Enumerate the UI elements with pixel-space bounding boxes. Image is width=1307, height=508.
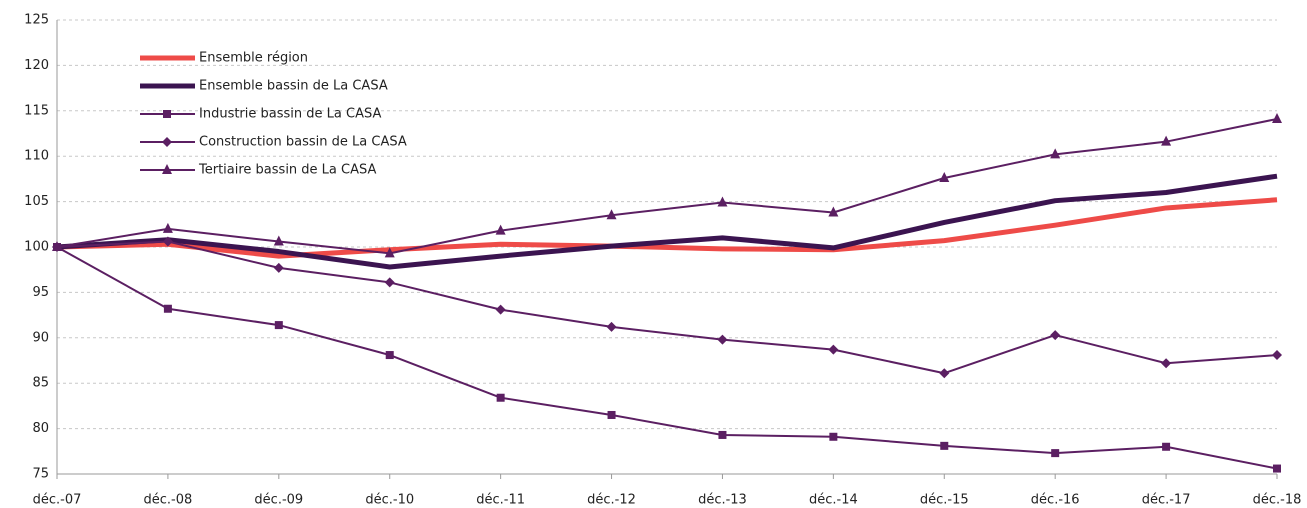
marker <box>718 430 727 439</box>
x-tick-label: déc.-08 <box>144 493 193 508</box>
marker <box>385 351 394 360</box>
y-tick-label: 105 <box>24 194 49 209</box>
x-tick-label: déc.-10 <box>365 493 414 508</box>
marker <box>717 334 728 345</box>
x-tick-label: déc.-09 <box>254 493 303 508</box>
marker <box>717 196 728 207</box>
x-tick-label: déc.-15 <box>920 493 969 508</box>
legend-marker <box>163 110 171 118</box>
y-tick-label: 115 <box>24 103 49 118</box>
marker <box>496 393 505 402</box>
series-line <box>56 117 1278 255</box>
x-tick-label: déc.-13 <box>698 493 747 508</box>
marker <box>1273 464 1281 473</box>
legend-marker <box>162 164 172 174</box>
marker <box>828 206 839 217</box>
y-tick-label: 110 <box>24 149 49 164</box>
series-line <box>56 173 1278 270</box>
legend-label: Ensemble bassin de La CASA <box>199 79 388 94</box>
marker <box>940 441 949 450</box>
marker <box>1162 442 1171 451</box>
legend-label: Ensemble région <box>199 51 308 66</box>
x-tick-label: déc.-12 <box>587 493 636 508</box>
y-tick-label: 80 <box>32 421 49 436</box>
y-tick-label: 95 <box>32 285 49 300</box>
marker <box>163 304 172 313</box>
marker <box>495 304 506 315</box>
marker <box>1051 449 1060 458</box>
legend-marker <box>162 137 172 147</box>
marker <box>1161 358 1172 369</box>
y-tick-label: 120 <box>24 58 49 73</box>
marker <box>273 235 284 246</box>
marker <box>162 236 173 247</box>
marker <box>1161 135 1172 146</box>
marker <box>606 321 617 332</box>
x-tick-label: déc.-11 <box>476 493 525 508</box>
marker <box>274 321 283 330</box>
marker <box>384 247 395 258</box>
marker <box>939 368 950 379</box>
marker <box>1050 330 1061 341</box>
y-tick-label: 90 <box>32 330 49 345</box>
x-tick-label: déc.-17 <box>1142 493 1191 508</box>
marker <box>384 277 395 288</box>
legend-label: Tertiaire bassin de La CASA <box>198 163 376 178</box>
x-tick-label: déc.-18 <box>1253 493 1302 508</box>
marker <box>273 262 284 273</box>
y-tick-label: 125 <box>24 13 49 28</box>
marker <box>495 224 506 235</box>
marker <box>1272 112 1282 123</box>
x-tick-label: déc.-14 <box>809 493 858 508</box>
marker <box>939 171 950 182</box>
marker <box>607 410 616 419</box>
series-line <box>56 240 1278 375</box>
legend-label: Industrie bassin de La CASA <box>199 107 381 122</box>
marker <box>606 209 617 220</box>
series-line <box>56 197 1278 259</box>
y-tick-label: 85 <box>32 376 49 391</box>
marker <box>162 222 173 233</box>
y-tick-label: 75 <box>32 467 49 482</box>
x-tick-label: déc.-07 <box>33 493 82 508</box>
legend-label: Construction bassin de La CASA <box>199 135 407 150</box>
marker <box>52 241 62 251</box>
x-tick-label: déc.-16 <box>1031 493 1080 508</box>
marker <box>1050 148 1061 159</box>
marker <box>1272 350 1282 361</box>
series-line <box>56 246 1278 470</box>
y-tick-label: 100 <box>24 240 49 255</box>
marker <box>828 344 839 355</box>
marker <box>829 432 838 441</box>
